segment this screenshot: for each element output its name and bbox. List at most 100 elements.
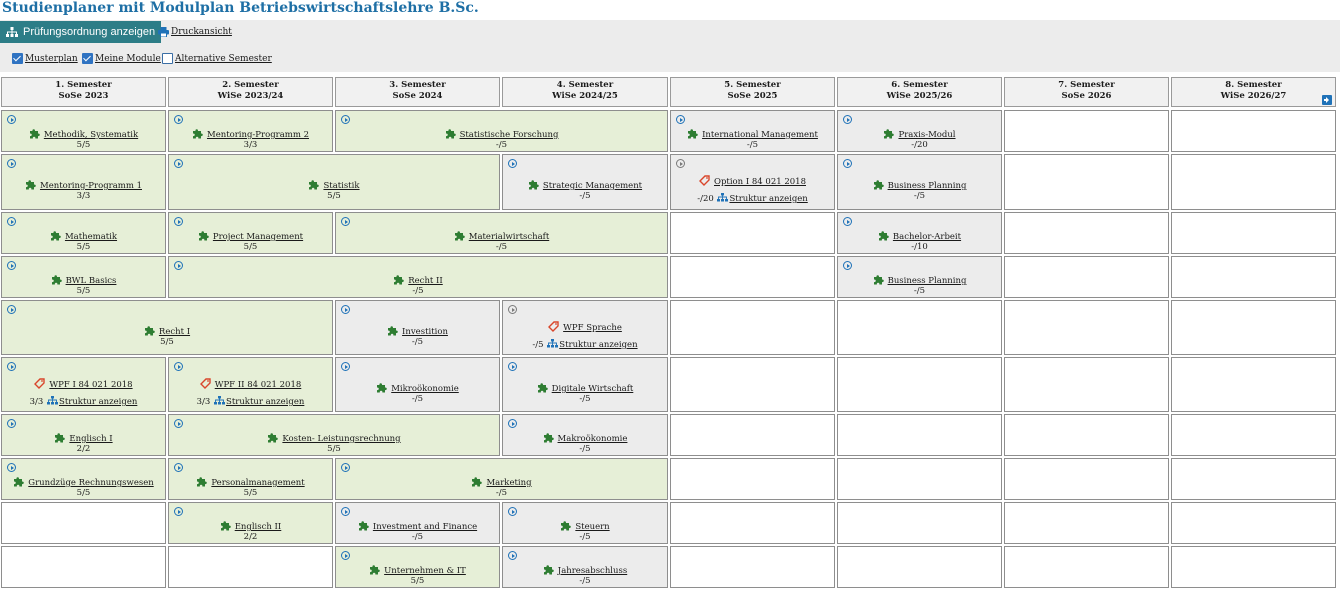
module-card[interactable]: Methodik, Systematik 5/5	[1, 110, 166, 152]
pruefungsordnung-button[interactable]: Prüfungsordnung anzeigen	[0, 21, 162, 43]
empty-slot[interactable]	[1004, 300, 1169, 355]
empty-slot[interactable]	[1004, 458, 1169, 500]
arrow-circle-icon[interactable]	[7, 305, 16, 314]
module-card[interactable]: Marketing -/5	[335, 458, 668, 500]
arrow-circle-icon[interactable]	[7, 463, 16, 472]
empty-slot[interactable]	[670, 256, 835, 298]
module-card[interactable]: Business Planning -/5	[837, 154, 1002, 210]
arrow-circle-icon[interactable]	[7, 362, 16, 371]
module-card[interactable]: WPF I 84 021 2018 3/3 Struktur anzeigen	[1, 357, 166, 412]
module-card[interactable]: Investment and Finance -/5	[335, 502, 500, 544]
arrow-circle-icon[interactable]	[174, 362, 183, 371]
arrow-circle-icon[interactable]	[676, 159, 685, 168]
module-name-link[interactable]: Project Management	[212, 232, 304, 242]
module-card[interactable]: Praxis-Modul -/20	[837, 110, 1002, 152]
empty-slot[interactable]	[1171, 357, 1336, 412]
module-name-link[interactable]: Marketing	[486, 478, 532, 488]
empty-slot[interactable]	[837, 546, 1002, 588]
module-card[interactable]: WPF Sprache -/5 Struktur anzeigen	[502, 300, 668, 355]
module-name-link[interactable]: Business Planning	[887, 181, 967, 191]
arrow-circle-icon[interactable]	[843, 217, 852, 226]
arrow-circle-icon[interactable]	[7, 261, 16, 270]
module-name-link[interactable]: Investment and Finance	[372, 522, 478, 532]
arrow-circle-icon[interactable]	[341, 305, 350, 314]
module-card[interactable]: Project Management 5/5	[168, 212, 333, 254]
module-name-link[interactable]: Option I 84 021 2018	[714, 177, 806, 187]
arrow-circle-icon[interactable]	[341, 115, 350, 124]
empty-slot[interactable]	[1004, 414, 1169, 456]
druckansicht-link[interactable]: Druckansicht	[158, 27, 232, 37]
arrow-circle-icon[interactable]	[843, 115, 852, 124]
checkbox-musterplan[interactable]: Musterplan	[12, 53, 78, 64]
module-card[interactable]: Englisch I 2/2	[1, 414, 166, 456]
checkbox-alternative-semester[interactable]: Alternative Semester	[162, 53, 272, 64]
empty-slot[interactable]	[837, 357, 1002, 412]
module-card[interactable]: BWL Basics 5/5	[1, 256, 166, 298]
arrow-circle-icon[interactable]	[174, 507, 183, 516]
empty-slot[interactable]	[1171, 414, 1336, 456]
module-card[interactable]: Business Planning -/5	[837, 256, 1002, 298]
empty-slot[interactable]	[1, 546, 166, 588]
arrow-circle-icon[interactable]	[508, 507, 517, 516]
empty-slot[interactable]	[1, 502, 166, 544]
arrow-circle-icon[interactable]	[174, 261, 183, 270]
empty-slot[interactable]	[670, 414, 835, 456]
module-name-link[interactable]: WPF Sprache	[563, 323, 622, 333]
module-name-link[interactable]: Jahresabschluss	[557, 566, 628, 576]
module-card[interactable]: Materialwirtschaft -/5	[335, 212, 668, 254]
module-card[interactable]: Statistische Forschung -/5	[335, 110, 668, 152]
module-name-link[interactable]: Grundzüge Rechnungswesen	[28, 478, 154, 488]
empty-slot[interactable]	[168, 546, 333, 588]
arrow-circle-icon[interactable]	[843, 261, 852, 270]
struktur-anzeigen-link[interactable]: Struktur anzeigen	[226, 397, 305, 407]
empty-slot[interactable]	[1004, 212, 1169, 254]
empty-slot[interactable]	[670, 546, 835, 588]
module-name-link[interactable]: Business Planning	[887, 276, 967, 286]
empty-slot[interactable]	[1171, 110, 1336, 152]
arrow-circle-icon[interactable]	[341, 463, 350, 472]
empty-slot[interactable]	[1171, 458, 1336, 500]
struktur-anzeigen-link[interactable]: Struktur anzeigen	[559, 340, 638, 350]
module-card[interactable]: Mikroökonomie -/5	[335, 357, 500, 412]
empty-slot[interactable]	[1004, 110, 1169, 152]
module-card[interactable]: Bachelor-Arbeit -/10	[837, 212, 1002, 254]
module-name-link[interactable]: Materialwirtschaft	[468, 232, 550, 242]
module-card[interactable]: Strategic Management -/5	[502, 154, 668, 210]
arrow-circle-icon[interactable]	[508, 551, 517, 560]
module-card[interactable]: Digitale Wirtschaft -/5	[502, 357, 668, 412]
module-card[interactable]: Investition -/5	[335, 300, 500, 355]
module-name-link[interactable]: Recht II	[408, 276, 443, 286]
module-card[interactable]: Mathematik 5/5	[1, 212, 166, 254]
module-card[interactable]: Mentoring-Programm 1 3/3	[1, 154, 166, 210]
next-semesters-icon[interactable]	[1322, 95, 1332, 105]
module-name-link[interactable]: Methodik, Systematik	[43, 130, 139, 140]
module-name-link[interactable]: Unternehmen & IT	[384, 566, 466, 576]
musterplan-checkbox[interactable]	[12, 53, 23, 64]
module-name-link[interactable]: Bachelor-Arbeit	[892, 232, 962, 242]
module-name-link[interactable]: Mathematik	[64, 232, 118, 242]
module-name-link[interactable]: WPF I 84 021 2018	[49, 380, 133, 390]
empty-slot[interactable]	[1171, 502, 1336, 544]
arrow-circle-icon[interactable]	[341, 551, 350, 560]
empty-slot[interactable]	[670, 357, 835, 412]
empty-slot[interactable]	[670, 212, 835, 254]
module-card[interactable]: Personalmanagement 5/5	[168, 458, 333, 500]
empty-slot[interactable]	[670, 300, 835, 355]
arrow-circle-icon[interactable]	[341, 362, 350, 371]
module-name-link[interactable]: Personalmanagement	[211, 478, 305, 488]
arrow-circle-icon[interactable]	[174, 115, 183, 124]
empty-slot[interactable]	[837, 502, 1002, 544]
empty-slot[interactable]	[670, 458, 835, 500]
arrow-circle-icon[interactable]	[843, 159, 852, 168]
empty-slot[interactable]	[1004, 357, 1169, 412]
arrow-circle-icon[interactable]	[174, 217, 183, 226]
module-name-link[interactable]: BWL Basics	[65, 276, 117, 286]
module-name-link[interactable]: Mentoring-Programm 1	[39, 181, 142, 191]
module-name-link[interactable]: Recht I	[158, 327, 191, 337]
module-name-link[interactable]: Kosten- Leistungsrechnung	[282, 434, 401, 444]
module-card[interactable]: WPF II 84 021 2018 3/3 Struktur anzeigen	[168, 357, 333, 412]
module-name-link[interactable]: International Management	[702, 130, 818, 140]
module-card[interactable]: Mentoring-Programm 2 3/3	[168, 110, 333, 152]
struktur-anzeigen-link[interactable]: Struktur anzeigen	[729, 194, 808, 204]
module-name-link[interactable]: Statistik	[323, 181, 360, 191]
